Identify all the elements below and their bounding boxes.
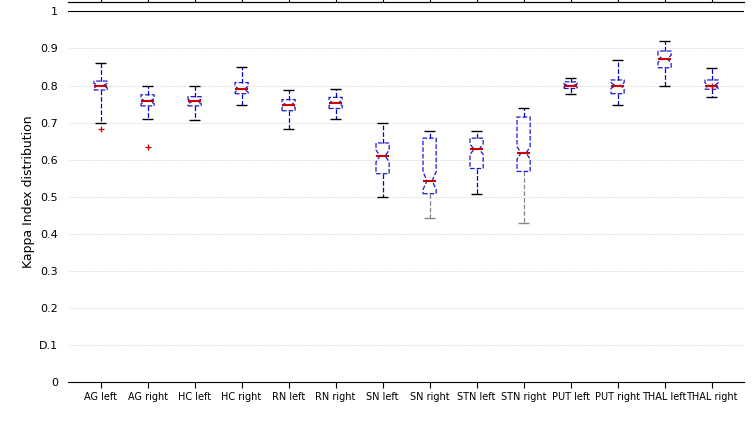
Y-axis label: Kappa Index distribution: Kappa Index distribution xyxy=(22,116,35,268)
